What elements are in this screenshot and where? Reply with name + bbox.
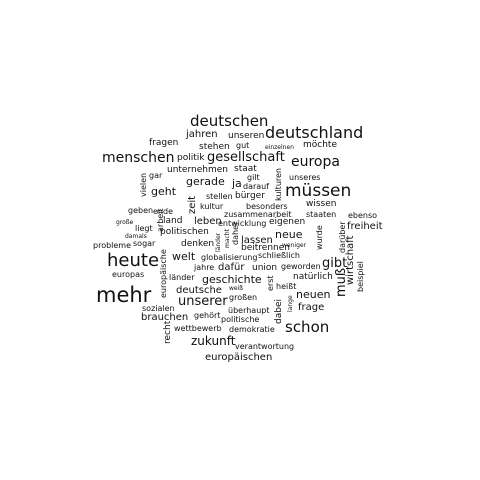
cloud-word: überhaupt xyxy=(228,306,270,315)
cloud-word: damals xyxy=(125,233,147,240)
cloud-word: eigenen xyxy=(269,217,306,227)
cloud-word: wissen xyxy=(306,199,337,209)
cloud-word: heute xyxy=(107,250,160,271)
cloud-word: demokratie xyxy=(229,325,275,334)
cloud-word-vertical: europäische xyxy=(159,249,168,298)
cloud-word: heißt xyxy=(276,282,297,291)
cloud-word: bürger xyxy=(235,191,265,201)
cloud-word: unserer xyxy=(178,294,228,309)
cloud-word: globalisierung xyxy=(201,253,258,262)
cloud-word: gibt xyxy=(322,256,348,271)
cloud-word: darauf xyxy=(243,182,270,191)
cloud-word: großen xyxy=(229,293,258,302)
cloud-word: stellen xyxy=(206,192,233,201)
cloud-word: schließlich xyxy=(258,251,300,260)
cloud-word-vertical: arbeit xyxy=(156,208,165,232)
cloud-word: politischen xyxy=(160,227,209,237)
cloud-word: beitrennen xyxy=(241,243,290,253)
cloud-word: neuen xyxy=(296,288,331,301)
cloud-word: denken xyxy=(181,239,215,249)
cloud-word-vertical: wurde xyxy=(315,225,324,250)
cloud-word: leben xyxy=(194,216,222,227)
cloud-word: geben xyxy=(128,206,154,215)
cloud-word: ja xyxy=(232,177,242,190)
cloud-word: zukunft xyxy=(191,334,236,348)
cloud-word: welt xyxy=(172,250,196,263)
cloud-word-vertical: beispiel xyxy=(356,261,365,292)
cloud-word: weiß xyxy=(229,285,244,292)
cloud-word: fragen xyxy=(149,138,179,148)
cloud-word: geschichte xyxy=(202,273,262,286)
cloud-word: gerade xyxy=(186,175,225,188)
cloud-word: probleme xyxy=(93,241,132,250)
cloud-word: einzelnen xyxy=(265,144,294,151)
cloud-word-vertical: vielen xyxy=(139,172,148,197)
cloud-word: ebenso xyxy=(348,211,378,220)
cloud-word: mehr xyxy=(96,283,152,307)
cloud-word: zusammenarbeit xyxy=(224,210,292,219)
cloud-word: unternehmen xyxy=(167,165,228,175)
cloud-word-vertical: lange xyxy=(287,295,294,312)
cloud-word: gut xyxy=(236,141,250,150)
cloud-word: müssen xyxy=(285,181,352,201)
cloud-word: europäischen xyxy=(205,352,273,363)
cloud-word: politik xyxy=(177,153,205,163)
cloud-word: natürlich xyxy=(293,272,333,282)
cloud-word: sozialen xyxy=(142,304,175,313)
cloud-word: land xyxy=(163,216,183,226)
cloud-word: europa xyxy=(291,154,340,170)
cloud-word: staat xyxy=(234,164,257,174)
cloud-word-vertical: erst xyxy=(266,275,275,291)
cloud-word: gar xyxy=(149,171,163,180)
cloud-word: verantwortung xyxy=(235,342,295,351)
cloud-word: deutschen xyxy=(190,112,269,130)
cloud-word: gesellschaft xyxy=(207,150,285,165)
cloud-word-vertical: recht xyxy=(163,320,173,344)
cloud-word: große xyxy=(116,219,134,226)
cloud-word: entwicklung xyxy=(218,219,267,228)
cloud-word: brauchen xyxy=(141,312,189,323)
cloud-word: gilt xyxy=(247,173,260,182)
cloud-word-vertical: daher xyxy=(231,221,240,245)
cloud-word: politische xyxy=(221,315,260,324)
cloud-word: möchte xyxy=(303,140,337,150)
cloud-word: stehen xyxy=(199,142,230,152)
cloud-word: wettbewerb xyxy=(174,324,222,333)
cloud-word-vertical: zeit xyxy=(187,195,198,214)
cloud-word: jahren xyxy=(186,129,218,140)
cloud-word-vertical: darüber xyxy=(338,221,347,253)
cloud-word: neue xyxy=(275,228,303,241)
cloud-word: europas xyxy=(112,270,145,279)
cloud-word: deutsche xyxy=(176,285,222,296)
cloud-word: deutschland xyxy=(265,123,364,142)
cloud-word: union xyxy=(252,263,278,273)
cloud-word-vertical: länder xyxy=(215,232,222,252)
cloud-word: ende xyxy=(153,207,173,216)
cloud-word: besonders xyxy=(246,202,288,211)
cloud-word: weniger xyxy=(282,242,307,249)
cloud-word-vertical: dabei xyxy=(274,299,284,324)
cloud-word: liegt xyxy=(135,224,153,233)
cloud-word: staaten xyxy=(306,210,337,219)
cloud-word-vertical: wirtschaft xyxy=(345,235,356,285)
cloud-word: kultur xyxy=(200,202,224,211)
cloud-word: geworden xyxy=(281,262,321,271)
cloud-word: sogar xyxy=(133,239,156,248)
cloud-word: lassen xyxy=(241,235,273,246)
cloud-word: unseres xyxy=(289,173,321,182)
cloud-word: freiheit xyxy=(347,221,383,232)
cloud-word: länder xyxy=(169,273,195,282)
cloud-word: schon xyxy=(285,318,330,336)
cloud-word-vertical: kulturen xyxy=(274,168,283,201)
cloud-word: geht xyxy=(151,185,177,198)
cloud-word: menschen xyxy=(102,150,175,166)
cloud-word: dafür xyxy=(218,262,245,273)
cloud-word: gehört xyxy=(194,311,221,320)
cloud-word: frage xyxy=(298,302,325,313)
cloud-word: unseren xyxy=(228,131,265,141)
cloud-word: jahre xyxy=(194,263,215,272)
